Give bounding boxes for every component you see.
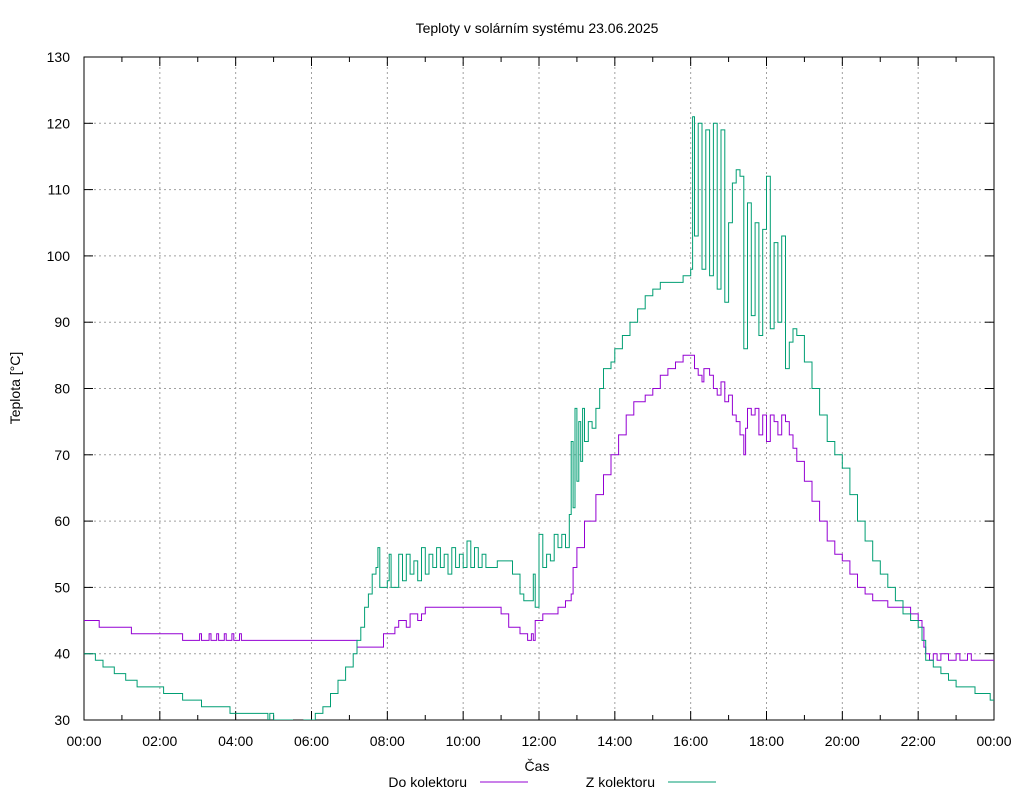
x-tick-label: 08:00 <box>370 733 405 749</box>
x-tick-label: 06:00 <box>294 733 329 749</box>
plot-border <box>83 56 995 721</box>
y-tick-label: 100 <box>47 248 71 264</box>
x-tick-label: 00:00 <box>976 733 1011 749</box>
y-tick-label: 90 <box>54 314 70 330</box>
y-tick-label: 110 <box>48 182 71 198</box>
y-tick-label: 30 <box>54 712 70 728</box>
y-tick-label: 80 <box>54 381 70 397</box>
x-tick-label: 18:00 <box>749 733 784 749</box>
x-tick-label: 02:00 <box>142 733 177 749</box>
legend: Do kolektoru Z kolektoru <box>388 774 716 790</box>
y-tick-label: 50 <box>54 579 70 595</box>
legend-label: Z kolektoru <box>586 774 655 790</box>
y-tick-label: 130 <box>47 49 71 65</box>
x-tick-label: 22:00 <box>901 733 936 749</box>
x-tick-label: 12:00 <box>521 733 556 749</box>
x-tick-label: 10:00 <box>446 733 481 749</box>
y-tick-label: 40 <box>54 646 70 662</box>
tick-labels: 30 40 50 60 70 80 90 100 110 120 130 00:00 02:00 04:0… <box>47 49 1012 749</box>
series-line-z-kolektoru <box>84 116 994 720</box>
x-tick-label: 14:00 <box>597 733 632 749</box>
series-layer <box>84 116 994 720</box>
x-tick-label: 20:00 <box>825 733 860 749</box>
x-tick-label: 04:00 <box>218 733 253 749</box>
chart-title: Teploty v solárním systému 23.06.2025 <box>416 20 659 36</box>
series-line-do-kolektoru <box>84 354 994 661</box>
x-axis-label: Čas <box>525 758 550 774</box>
x-tick-label: 00:00 <box>66 733 101 749</box>
y-tick-label: 60 <box>54 513 70 529</box>
legend-label: Do kolektoru <box>388 774 467 790</box>
y-tick-label: 70 <box>54 447 70 463</box>
y-axis-label: Teplota [°C] <box>7 352 23 425</box>
y-tick-label: 120 <box>47 115 71 131</box>
x-tick-label: 16:00 <box>673 733 708 749</box>
